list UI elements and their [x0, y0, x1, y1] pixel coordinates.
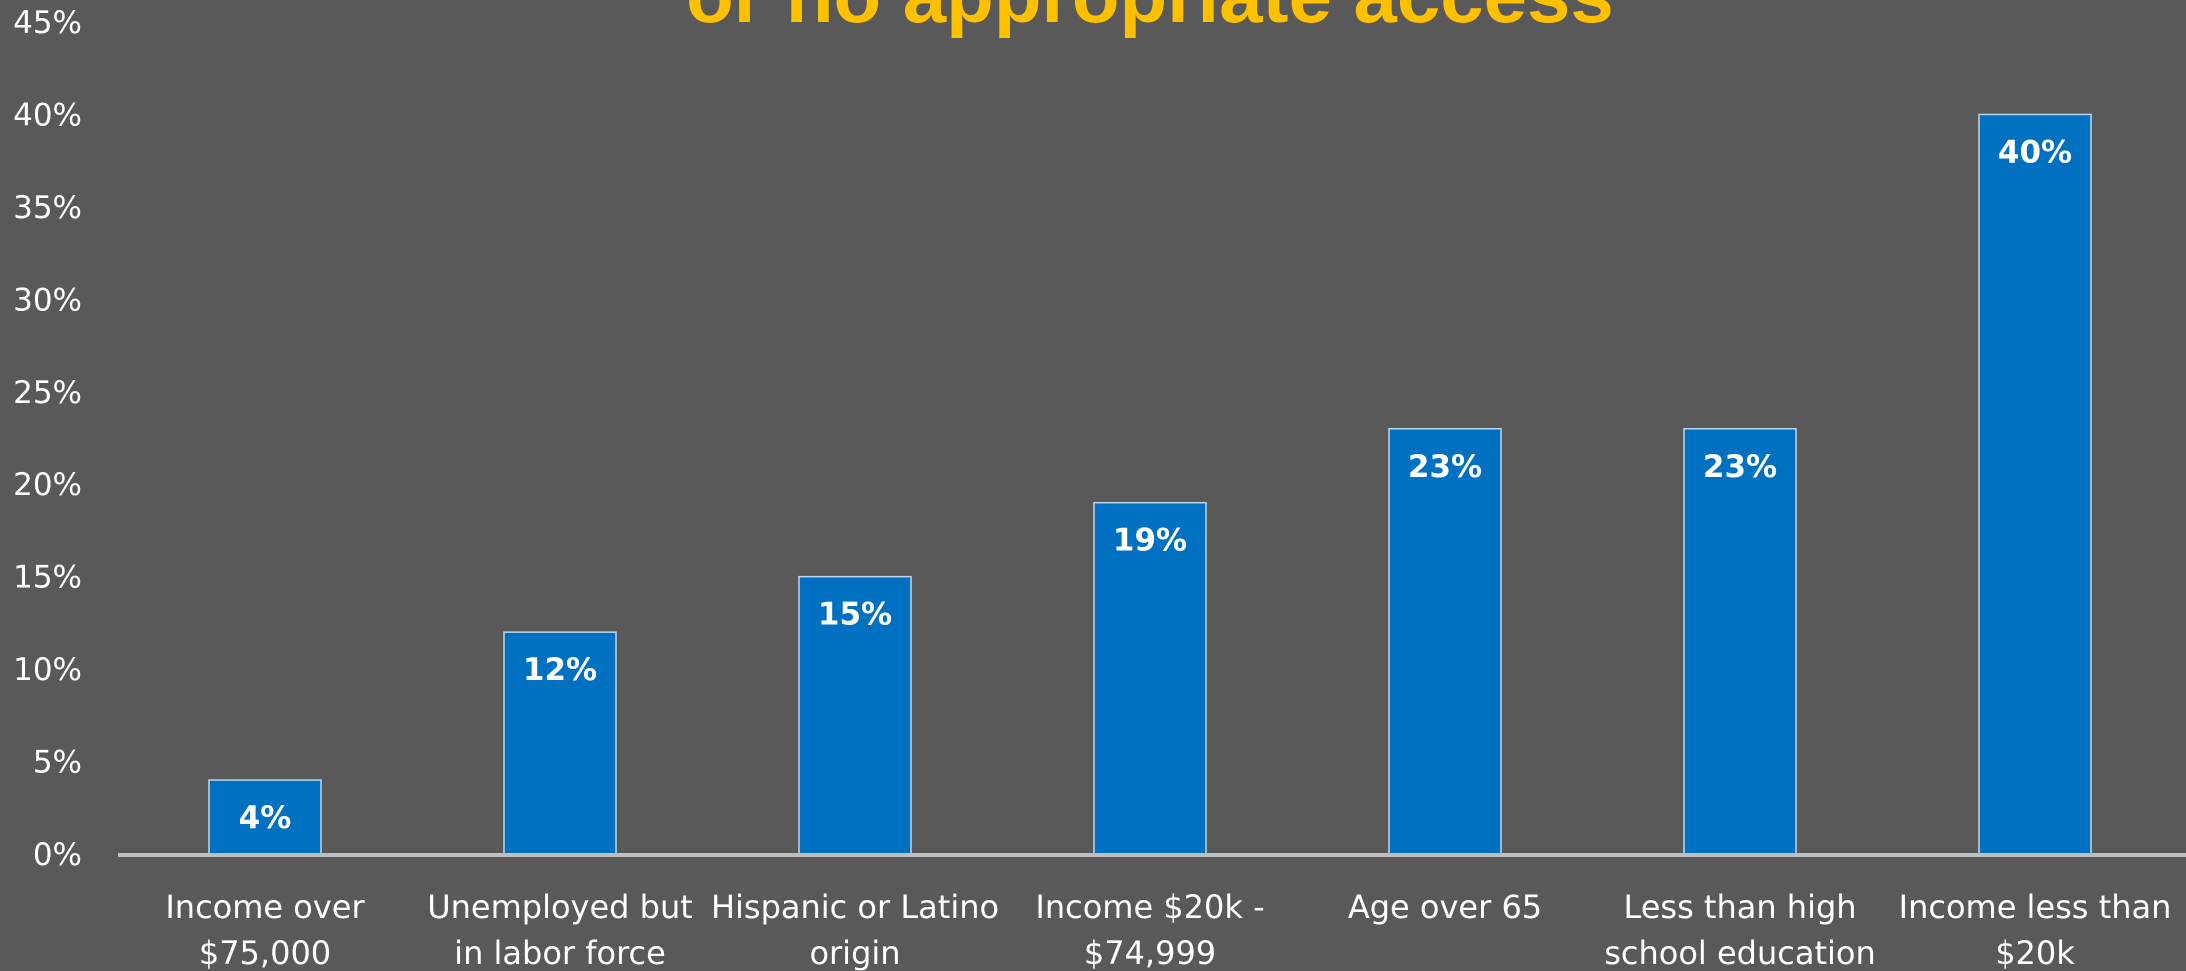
y-tick-label: 30% [13, 282, 82, 318]
y-tick-label: 0% [33, 837, 82, 873]
y-tick-label: 40% [13, 97, 82, 133]
y-tick-label: 35% [13, 190, 82, 226]
x-category-label: Less than high [1623, 888, 1856, 926]
y-tick-label: 45% [13, 5, 82, 41]
x-category-label: $75,000 [199, 934, 331, 971]
data-label: 23% [1703, 449, 1777, 485]
x-category-label: school education [1604, 934, 1876, 971]
x-category-label: Hispanic or Latino [711, 888, 999, 926]
bar [1388, 428, 1502, 855]
x-category-label: Unemployed but [427, 888, 693, 926]
x-category-label: in labor force [454, 934, 666, 971]
chart-title: or no appropriate access [686, 0, 1614, 39]
bars-group [208, 113, 2092, 855]
x-category-label: Age over 65 [1348, 888, 1542, 926]
data-label: 4% [239, 800, 292, 836]
bar [208, 779, 322, 855]
data-labels-group: 4% 12% 15% 19% 23% 23% 40% [239, 134, 2072, 836]
x-category-label: Income $20k - [1035, 888, 1264, 926]
data-label: 23% [1408, 449, 1482, 485]
data-label: 15% [818, 597, 892, 633]
data-label: 19% [1113, 523, 1187, 559]
data-label: 40% [1998, 134, 2072, 170]
x-category-label: Income less than [1899, 888, 2172, 926]
y-tick-label: 15% [13, 560, 82, 596]
x-axis-labels: Income over $75,000 Unemployed but in labor… [165, 888, 2171, 971]
y-axis-ticks: 0% 5% 10% 15% 20% 25% 30% 35% 40% 45% [13, 5, 82, 873]
x-category-label: $20k [1995, 934, 2075, 971]
bar [1093, 501, 1207, 855]
data-label: 12% [523, 652, 597, 688]
bar [798, 575, 912, 855]
x-category-label: Income over [165, 888, 365, 926]
x-category-label: origin [809, 934, 900, 971]
y-tick-label: 10% [13, 652, 82, 688]
bar [1683, 428, 1797, 855]
bar [503, 631, 617, 855]
x-category-label: $74,999 [1084, 934, 1216, 971]
y-tick-label: 5% [33, 745, 82, 781]
bar [1978, 113, 2092, 855]
y-tick-label: 25% [13, 375, 82, 411]
y-tick-label: 20% [13, 467, 82, 503]
